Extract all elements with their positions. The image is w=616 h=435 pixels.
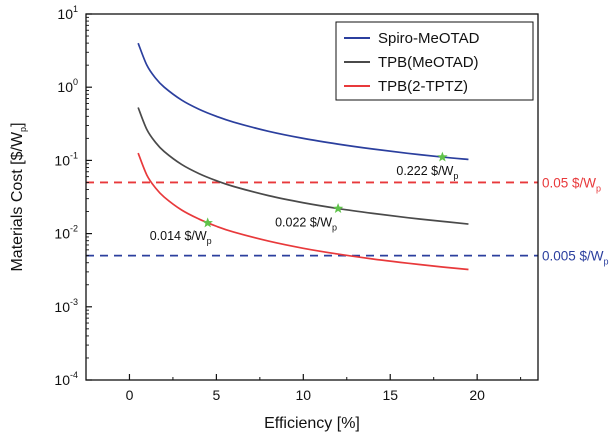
star-marker: [332, 203, 344, 213]
marker-label-text: 0.014 $/W: [150, 229, 207, 243]
y-tick-label-base: 10: [57, 79, 73, 95]
reference-line-label: 0.05 $/Wp: [542, 175, 601, 193]
x-tick-label: 5: [212, 387, 220, 403]
marker-label-text: 0.022 $/W: [275, 216, 332, 230]
x-tick-label: 20: [469, 387, 485, 403]
plot-content: 0.05 $/Wp0.005 $/Wp0.222 $/Wp0.022 $/Wp0…: [86, 42, 609, 271]
y-tick-label-base: 10: [57, 6, 73, 22]
x-tick-label: 10: [296, 387, 312, 403]
y-tick-label-base: 10: [54, 152, 70, 168]
marker-label: 0.222 $/Wp: [396, 164, 458, 181]
y-axis-title-main: Materials Cost [$/W: [9, 131, 26, 271]
plot-frame: [85, 13, 539, 381]
x-axis-title: Efficiency [%]: [264, 415, 360, 432]
marker-label: 0.022 $/Wp: [275, 216, 337, 233]
star-marker: [202, 217, 213, 228]
marker-label-text: 0.222 $/W: [396, 164, 453, 178]
y-tick-label-exponent: -1: [70, 150, 78, 160]
reference-line-label-text: 0.005 $/W: [542, 249, 604, 264]
marker-label-subscript: p: [332, 223, 337, 233]
legend-label: TPB(2-TPTZ): [378, 78, 468, 95]
y-tick-label: 101: [57, 4, 78, 22]
y-axis-title-suffix: ]: [9, 122, 26, 126]
series-line: [137, 107, 469, 225]
y-tick-label-exponent: -3: [70, 297, 78, 307]
marker-label-subscript: p: [453, 171, 458, 181]
marker-label: 0.014 $/Wp: [150, 229, 212, 246]
x-tick-label: 15: [382, 387, 398, 403]
y-tick-label-exponent: -2: [70, 224, 78, 234]
series-line: [137, 152, 469, 271]
y-tick-label-exponent: 0: [73, 77, 78, 87]
reference-line-label: 0.005 $/Wp: [542, 249, 609, 267]
marker-label-subscript: p: [207, 236, 212, 246]
series-line: [137, 42, 469, 161]
y-axis-title: Materials Cost [$/Wp]: [9, 122, 28, 271]
reference-line-label-subscript: p: [596, 183, 601, 193]
y-tick-label: 100: [57, 77, 78, 95]
star-marker: [437, 151, 448, 162]
y-tick-label-base: 10: [54, 299, 70, 315]
legend-label: Spiro-MeOTAD: [378, 30, 480, 47]
x-axis: 0 5 10 15 20: [85, 374, 522, 403]
x-tick-label: 0: [126, 387, 134, 403]
y-tick-label-exponent: -4: [70, 370, 78, 380]
y-tick-label: 10-2: [54, 224, 78, 242]
legend: Spiro-MeOTAD TPB(MeOTAD) TPB(2-TPTZ): [335, 21, 534, 101]
y-tick-label-exponent: 1: [73, 4, 78, 14]
y-tick-label: 10-4: [54, 370, 78, 388]
y-tick-label-base: 10: [54, 372, 70, 388]
reference-line-label-text: 0.05 $/W: [542, 175, 596, 190]
y-axis-title-subscript: p: [18, 127, 28, 132]
legend-label: TPB(MeOTAD): [378, 54, 479, 71]
y-tick-label-base: 10: [54, 226, 70, 242]
y-tick-label: 10-3: [54, 297, 78, 315]
y-tick-label: 10-1: [54, 150, 78, 168]
reference-line-label-subscript: p: [604, 257, 609, 267]
